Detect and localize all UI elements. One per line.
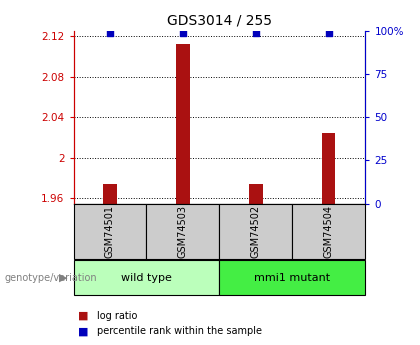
Title: GDS3014 / 255: GDS3014 / 255	[167, 13, 272, 27]
Text: genotype/variation: genotype/variation	[4, 273, 97, 283]
Text: GSM74504: GSM74504	[324, 205, 334, 258]
Bar	[322, 132, 336, 204]
Bar	[74, 260, 220, 295]
Bar	[147, 204, 220, 259]
Bar	[176, 44, 189, 204]
Text: GSM74501: GSM74501	[105, 205, 115, 258]
Text: GSM74503: GSM74503	[178, 205, 188, 258]
Text: ▶: ▶	[59, 273, 67, 283]
Bar	[74, 204, 147, 259]
Point	[252, 30, 259, 36]
Text: GSM74502: GSM74502	[251, 205, 261, 258]
Text: mmi1 mutant: mmi1 mutant	[255, 273, 331, 283]
Point	[107, 30, 113, 36]
Point	[180, 30, 186, 36]
Text: percentile rank within the sample: percentile rank within the sample	[97, 326, 262, 336]
Text: log ratio: log ratio	[97, 311, 137, 321]
Bar	[249, 184, 262, 204]
Bar	[103, 184, 117, 204]
Point	[326, 30, 332, 36]
Bar	[292, 204, 365, 259]
Text: ■: ■	[78, 311, 88, 321]
Bar	[220, 260, 365, 295]
Bar	[220, 204, 292, 259]
Text: ■: ■	[78, 326, 88, 336]
Text: wild type: wild type	[121, 273, 172, 283]
